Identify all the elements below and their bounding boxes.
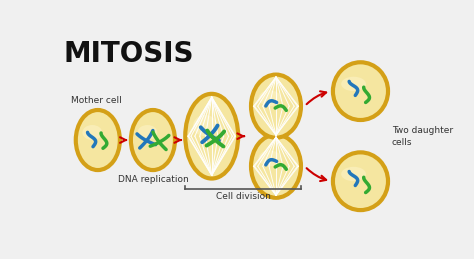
- Ellipse shape: [131, 110, 175, 170]
- Ellipse shape: [82, 125, 102, 140]
- Ellipse shape: [76, 110, 120, 170]
- Ellipse shape: [251, 135, 301, 198]
- Text: Two daughter
cells: Two daughter cells: [392, 126, 453, 147]
- Ellipse shape: [333, 62, 388, 120]
- Text: MITOSIS: MITOSIS: [64, 40, 194, 68]
- Ellipse shape: [137, 125, 157, 140]
- Ellipse shape: [185, 94, 238, 178]
- Ellipse shape: [258, 90, 281, 106]
- Text: Cell division: Cell division: [216, 192, 271, 202]
- Text: DNA replication: DNA replication: [118, 175, 188, 184]
- Ellipse shape: [341, 77, 366, 91]
- Text: Mother cell: Mother cell: [71, 96, 121, 105]
- Ellipse shape: [333, 152, 388, 210]
- Ellipse shape: [341, 167, 366, 181]
- Ellipse shape: [258, 150, 281, 166]
- Ellipse shape: [251, 75, 301, 138]
- Ellipse shape: [193, 115, 217, 136]
